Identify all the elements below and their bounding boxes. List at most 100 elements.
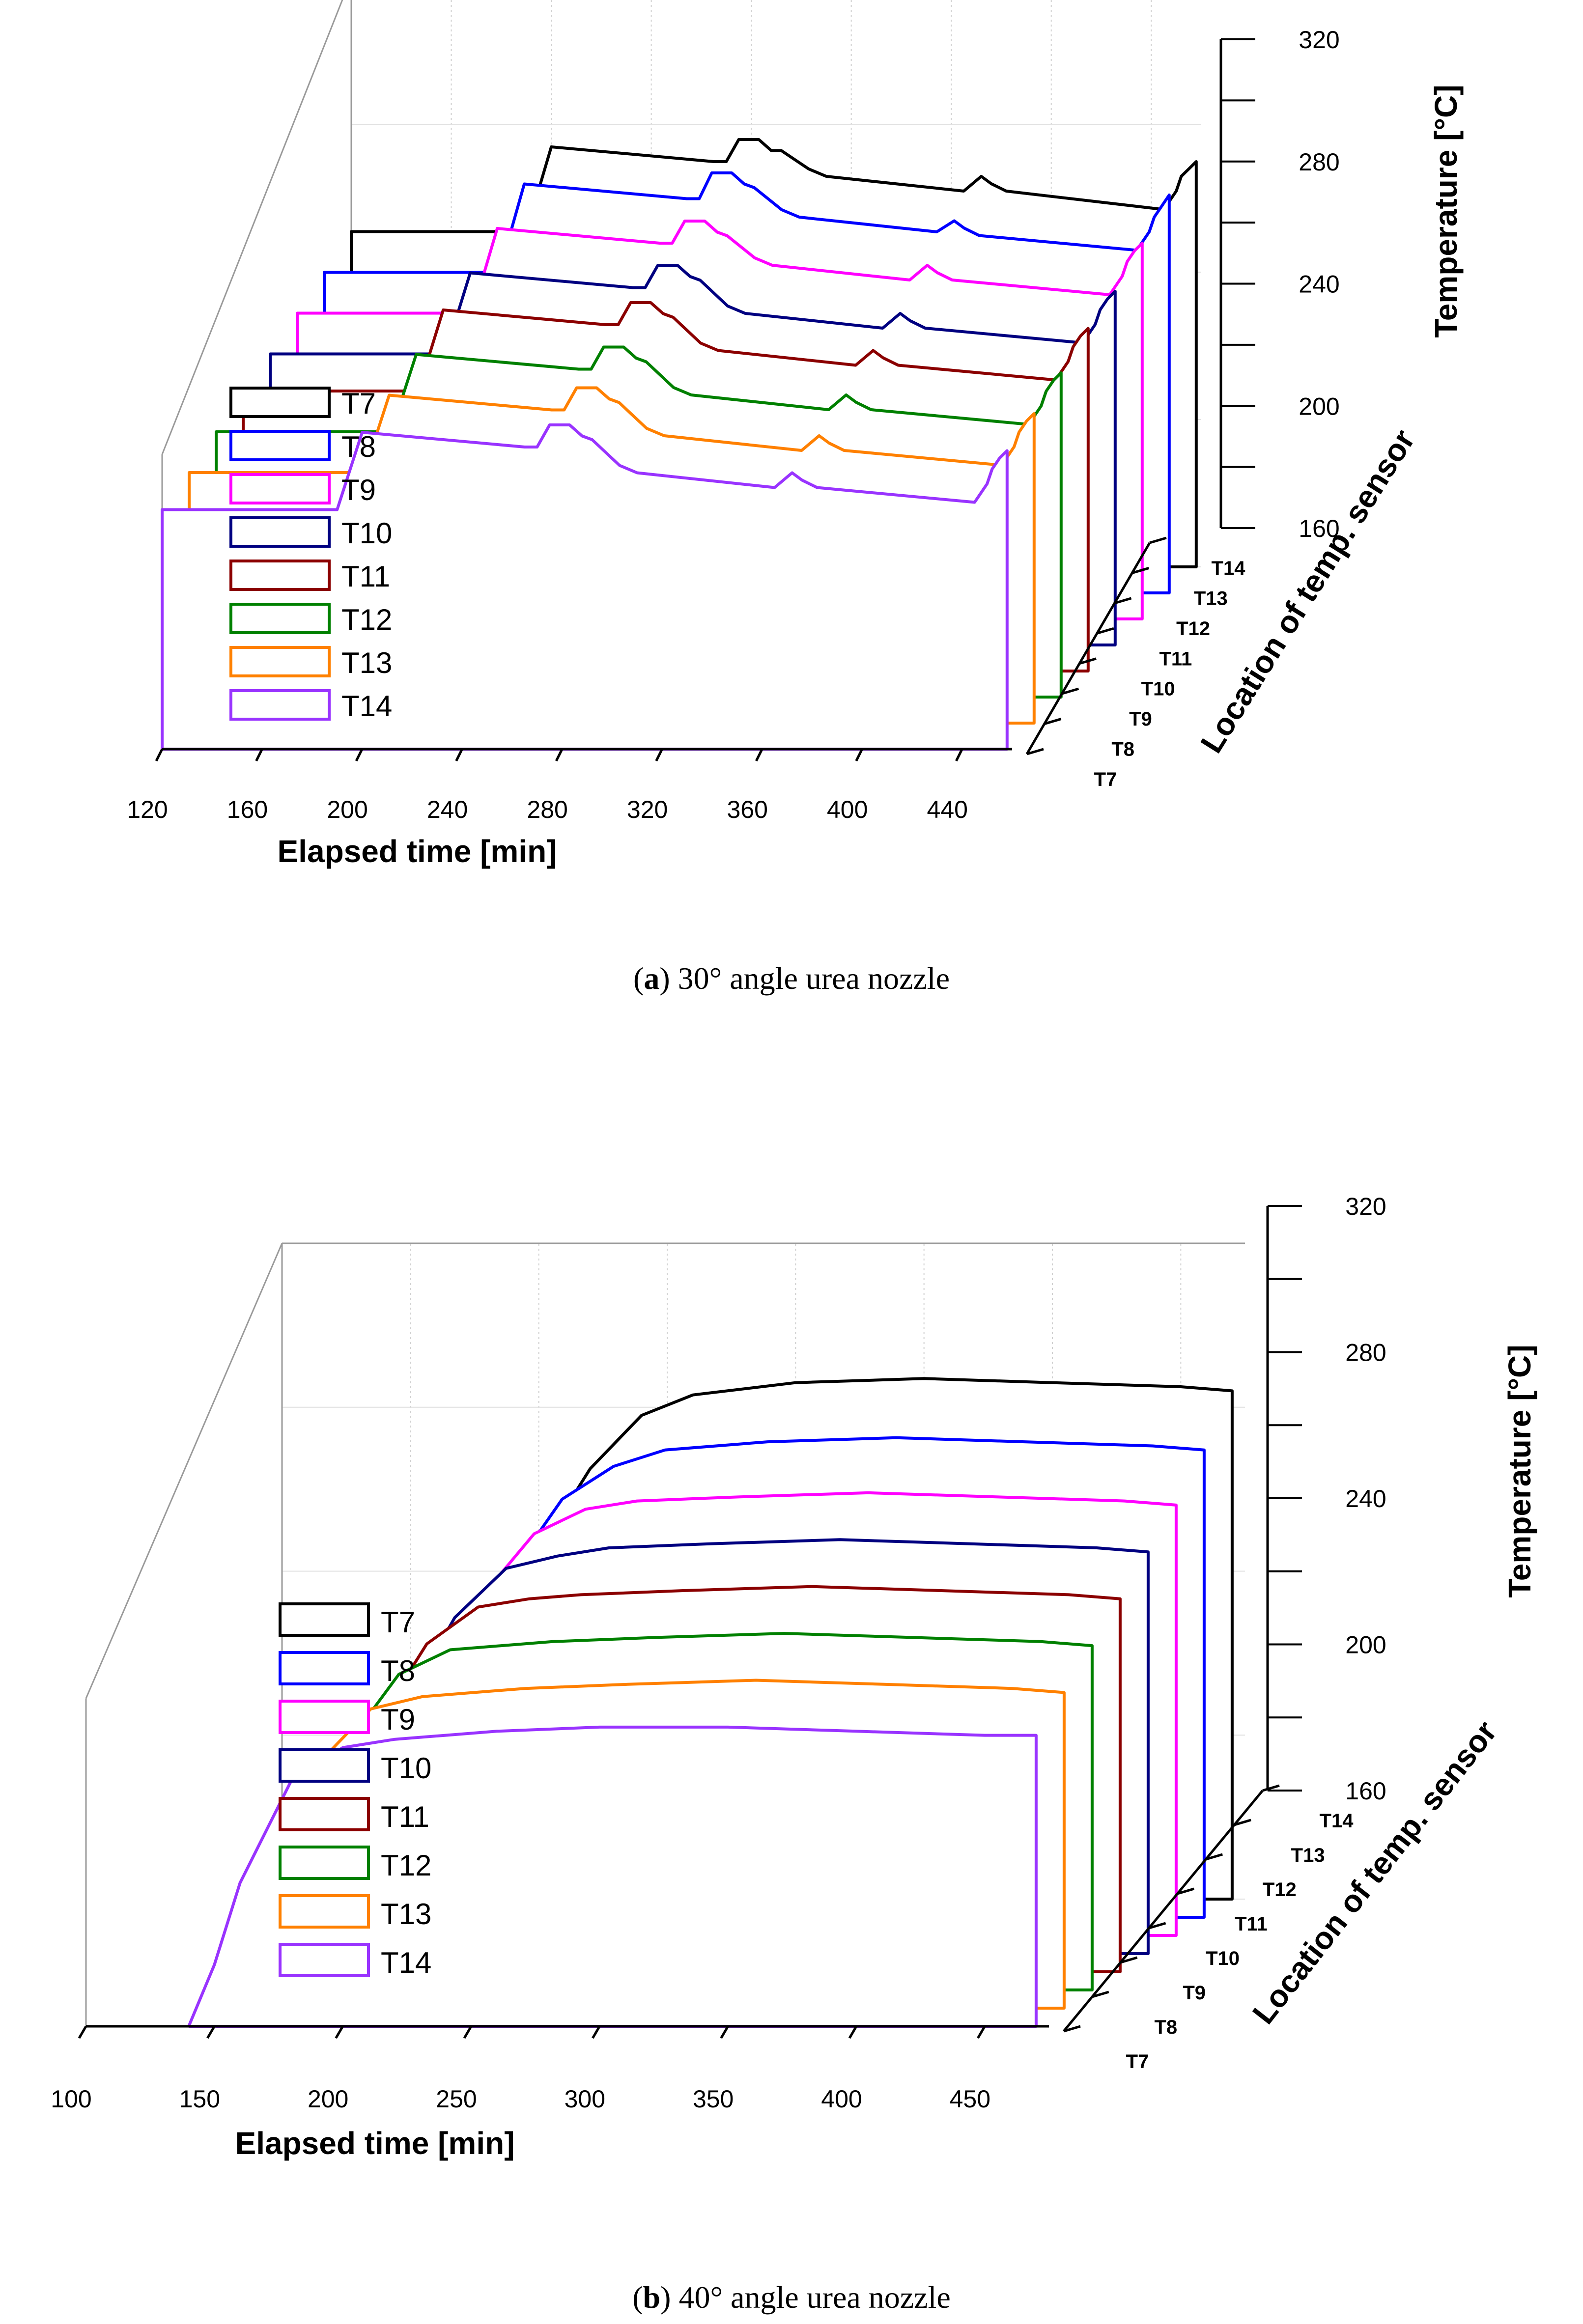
depth-tick-5 [1205,1853,1223,1861]
series-line-T14 [161,423,1009,751]
depth-tick-1 [1092,1990,1109,1998]
x-tick-3 [455,748,463,762]
x-tick-7 [977,2025,986,2039]
x-tick-label-3: 250 [436,2085,477,2113]
legend-swatch-T10 [229,516,331,548]
x-tick-2 [355,748,364,762]
x-tick-label-2: 200 [308,2085,348,2113]
x-tick-label-7: 450 [950,2085,990,2113]
depth-tick-label-T8: T8 [1155,2016,1178,2038]
y-tick-label-1: 200 [1345,1631,1386,1659]
x-tick-7 [855,748,863,762]
legend-swatch-T10 [279,1748,370,1783]
y-tick-label-3: 280 [1299,148,1339,176]
x-tick-label-3: 240 [427,796,468,823]
legend-label-T7: T7 [341,387,376,420]
x-tick-label-6: 360 [727,796,767,823]
x-tick-2 [335,2025,344,2039]
caption-a: (a) 30° angle urea nozzle [633,961,950,996]
legend-swatch-T13 [229,646,331,677]
depth-axis-title: Location of temp. sensor [1193,423,1421,759]
depth-axis-line [1025,542,1151,755]
legend-swatch-T11 [279,1797,370,1831]
depth-tick-4 [1177,1887,1195,1895]
caption-b-label: b [643,2280,661,2315]
depth-tick-label-T7: T7 [1126,2051,1149,2072]
x-tick-label-5: 350 [693,2085,734,2113]
depth-tick-label-T8: T8 [1111,739,1134,760]
legend-label-T10: T10 [381,1752,431,1785]
depth-tick-6 [1131,567,1149,574]
x-tick-6 [755,748,763,762]
x-tick-5 [655,748,663,762]
depth-tick-1 [1044,718,1062,725]
y-tick-label-0: 160 [1345,1777,1386,1805]
x-tick-label-5: 320 [627,796,668,823]
legend-label-T11: T11 [381,1800,429,1833]
x-tick-4 [592,2025,601,2039]
x-tick-label-2: 200 [327,796,367,823]
legend-label-T8: T8 [341,430,376,463]
depth-tick-4 [1097,627,1114,635]
x-tick-8 [955,748,963,762]
y-tick-label-4: 320 [1299,26,1339,54]
depth-tick-label-T9: T9 [1183,1982,1206,2004]
x-tick-4 [555,748,564,762]
legend-swatch-T7 [229,387,331,418]
legend-swatch-T12 [229,603,331,634]
depth-tick-0 [1026,748,1044,756]
x-tick-label-0: 100 [51,2085,91,2113]
depth-tick-2 [1120,1956,1138,1964]
x-tick-label-6: 400 [821,2085,862,2113]
legend-swatch-T14 [279,1943,370,1977]
y-axis-title: Temperature [°C] [1428,84,1464,337]
y-tick-label-2: 240 [1299,271,1339,298]
depth-tick-label-T11: T11 [1159,648,1192,670]
x-tick-3 [463,2025,473,2039]
x-tick-label-4: 300 [565,2085,605,2113]
caption-b: (b) 40° angle urea nozzle [632,2280,951,2315]
legend-label-T14: T14 [381,1946,431,1979]
x-axis-title: Elapsed time [min] [235,2126,515,2161]
legend-swatch-T7 [279,1602,370,1637]
depth-tick-label-T13: T13 [1291,1845,1325,1866]
y-axis-title: Temperature [°C] [1502,1344,1537,1597]
depth-axis-line [1063,1790,1264,2032]
depth-tick-label-T14: T14 [1320,1810,1354,1832]
y-tick-label-2: 240 [1345,1485,1386,1512]
depth-tick-label-T7: T7 [1094,769,1117,790]
x-tick-0 [155,748,164,762]
x-tick-label-1: 160 [227,796,268,823]
x-tick-label-7: 400 [827,796,868,823]
depth-tick-label-T11: T11 [1235,1913,1268,1935]
legend-label-T8: T8 [381,1654,415,1687]
depth-tick-label-T13: T13 [1194,588,1228,609]
legend-label-T12: T12 [381,1849,431,1882]
depth-tick-2 [1061,687,1079,695]
legend-label-T9: T9 [341,474,376,506]
y-tick-label-0: 160 [1299,515,1339,542]
legend-label-T10: T10 [341,517,392,550]
x-tick-5 [720,2025,729,2039]
depth-tick-5 [1114,597,1132,605]
depth-tick-6 [1234,1819,1251,1826]
depth-tick-7 [1149,536,1167,544]
depth-tick-3 [1148,1922,1166,1930]
legend-label-T9: T9 [381,1703,415,1736]
y-tick-label-1: 200 [1299,392,1339,420]
x-tick-0 [78,2025,87,2039]
legend-label-T13: T13 [341,646,392,679]
depth-tick-label-T12: T12 [1263,1879,1297,1901]
depth-tick-3 [1079,657,1097,665]
legend-swatch-T8 [279,1651,370,1685]
legend-label-T7: T7 [381,1606,415,1639]
x-tick-label-0: 120 [127,796,168,823]
legend-swatch-T12 [279,1846,370,1880]
x-tick-label-4: 280 [527,796,567,823]
y-tick-label-4: 320 [1345,1193,1386,1220]
legend-swatch-T8 [229,430,331,461]
y-tick-label-3: 280 [1345,1339,1386,1367]
x-tick-label-1: 150 [179,2085,220,2113]
depth-axis-title: Location of temp. sensor [1245,1714,1503,2030]
